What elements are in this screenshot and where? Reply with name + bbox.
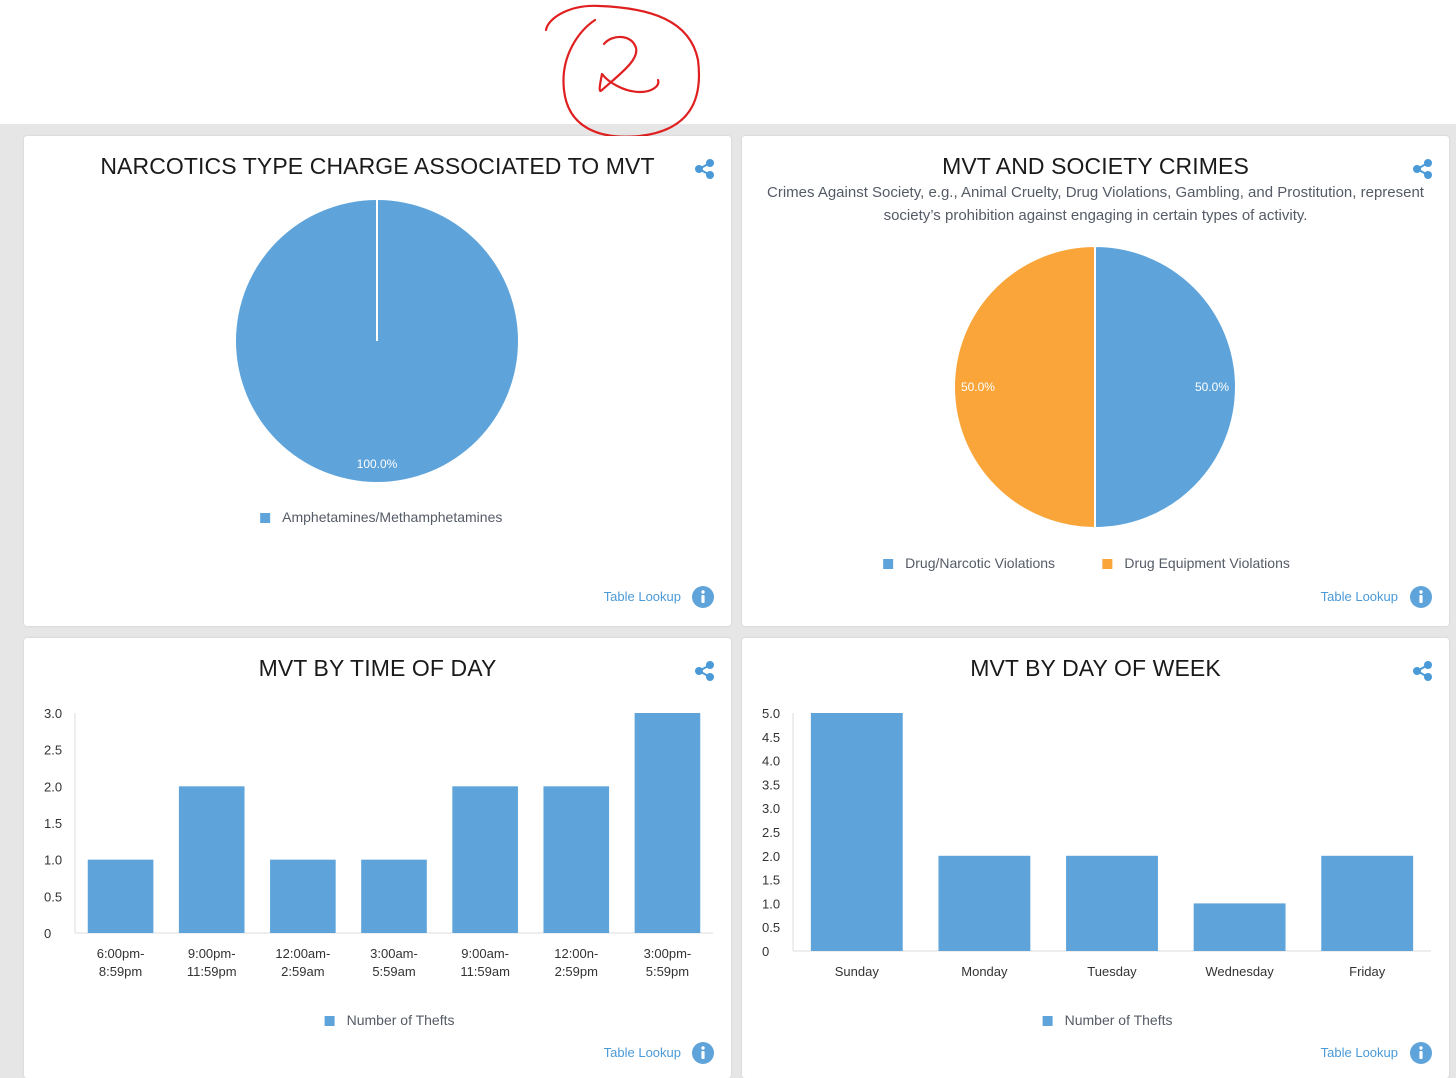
bar [452,786,518,933]
table-lookup-link[interactable]: Table Lookup [1320,589,1398,604]
bar [178,786,245,933]
legend-label: Amphetamines/Methamphetamines [282,509,502,525]
legend-swatch [1102,559,1113,569]
y-tick-label: 1.0 [762,896,780,911]
card-title: MVT BY TIME OF DAY [258,655,497,681]
share-icon[interactable] [694,660,716,682]
pie-data-label: 100.0% [357,457,398,471]
y-tick-label: 0 [44,926,51,941]
bar [938,855,1031,951]
y-tick-label: 3.0 [44,706,62,721]
table-lookup-link[interactable]: Table Lookup [1320,1045,1398,1060]
legend-label: Drug Equipment Violations [1124,555,1290,571]
x-tick-label: 9:00pm- [188,946,236,961]
bar [361,859,427,933]
y-tick-label: 1.5 [762,873,780,888]
legend-label: Number of Thefts [347,1012,455,1028]
table-lookup-link[interactable]: Table Lookup [603,1045,681,1060]
bar [270,859,336,933]
pie-data-label: 50.0% [961,380,995,394]
x-tick-label: 6:00pm- [97,946,145,961]
x-tick-label: 8:59pm [99,964,142,979]
legend-label: Drug/Narcotic Violations [905,555,1055,571]
y-tick-label: 4.0 [762,754,780,769]
bar [543,786,610,933]
x-tick-label: 11:59am [460,964,510,979]
pie-chart-society: 50.0% 50.0% Drug/Narcotic Violations Drug E… [883,244,1290,571]
x-tick-label: 9:00am- [461,946,509,961]
card-title: MVT BY DAY OF WEEK [970,655,1221,681]
share-icon[interactable] [694,158,716,180]
pie-slice [1094,244,1237,530]
card-subtitle: Crimes Against Society, e.g., Animal Cru… [767,184,1424,224]
y-tick-label: 2.5 [44,743,62,758]
y-tick-label: 5.0 [762,706,780,721]
x-tick-label: 11:59pm [187,964,237,979]
x-tick-label: 3:00am- [370,946,418,961]
share-icon[interactable] [1412,660,1434,682]
info-icon[interactable] [692,586,714,608]
y-tick-label: 3.0 [762,801,780,816]
x-tick-label: Wednesday [1205,964,1274,979]
info-icon[interactable] [1410,586,1432,608]
bar [1193,903,1286,951]
card-day-of-week: MVT BY DAY OF WEEK 0 0.5 1.0 1.5 2.0 2.5 3.0 3.… [742,638,1449,1078]
bar [634,713,701,933]
card-title: MVT AND SOCIETY CRIMES [942,153,1249,179]
x-tick-label: 2:59pm [555,964,598,979]
table-lookup-link[interactable]: Table Lookup [603,589,681,604]
x-tick-label: Tuesday [1087,964,1137,979]
x-tick-label: Friday [1349,964,1386,979]
x-tick-label: Sunday [835,964,880,979]
y-tick-label: 4.5 [762,730,780,745]
y-tick-label: 2.0 [762,849,780,864]
bar-chart-time-of-day: 0 0.5 1.0 1.5 2.0 2.5 3.0 6:00pm- 8:59pm 9:00pm- 1… [44,706,713,1028]
x-tick-label: 12:00n- [554,946,598,961]
card-title: NARCOTICS TYPE CHARGE ASSOCIATED TO MVT [100,153,655,179]
y-tick-label: 3.5 [762,777,780,792]
x-tick-label: 12:00am- [275,946,330,961]
card-time-of-day: MVT BY TIME OF DAY 0 0.5 1.0 1.5 2.0 2.5 3.0 6:… [24,638,731,1078]
pie-chart-narcotics: 100.0% Amphetamines/Methamphetamines [236,200,518,525]
legend-swatch [260,513,271,523]
card-society: MVT AND SOCIETY CRIMES Crimes Against So… [742,136,1449,626]
share-icon[interactable] [1412,158,1434,180]
legend-swatch [1042,1016,1053,1026]
y-tick-label: 1.0 [44,853,62,868]
x-tick-label: Monday [961,964,1008,979]
bar [1321,855,1414,951]
x-tick-label: 5:59am [372,964,415,979]
y-tick-label: 0.5 [44,889,62,904]
legend-swatch [883,559,894,569]
info-icon[interactable] [692,1042,714,1064]
x-tick-label: 2:59am [281,964,324,979]
y-tick-label: 2.5 [762,825,780,840]
x-tick-label: 3:00pm- [644,946,692,961]
pie-data-label: 50.0% [1195,380,1229,394]
bar [810,713,903,951]
pie-slice [953,244,1096,530]
bar [1066,855,1158,951]
top-banner [0,0,1456,124]
y-tick-label: 0.5 [762,920,780,935]
legend-swatch [324,1016,335,1026]
bar-chart-day-of-week: 0 0.5 1.0 1.5 2.0 2.5 3.0 3.5 4.0 4.5 5.0 Sunday Mon… [762,706,1431,1028]
x-tick-label: 5:59pm [646,964,689,979]
handwritten-annotation-2 [544,4,701,138]
y-tick-label: 1.5 [44,816,62,831]
y-tick-label: 2.0 [44,779,62,794]
info-icon[interactable] [1410,1042,1432,1064]
bar [87,859,154,933]
legend-label: Number of Thefts [1065,1012,1173,1028]
y-tick-label: 0 [762,944,769,959]
card-narcotics: NARCOTICS TYPE CHARGE ASSOCIATED TO MVT … [24,136,731,626]
